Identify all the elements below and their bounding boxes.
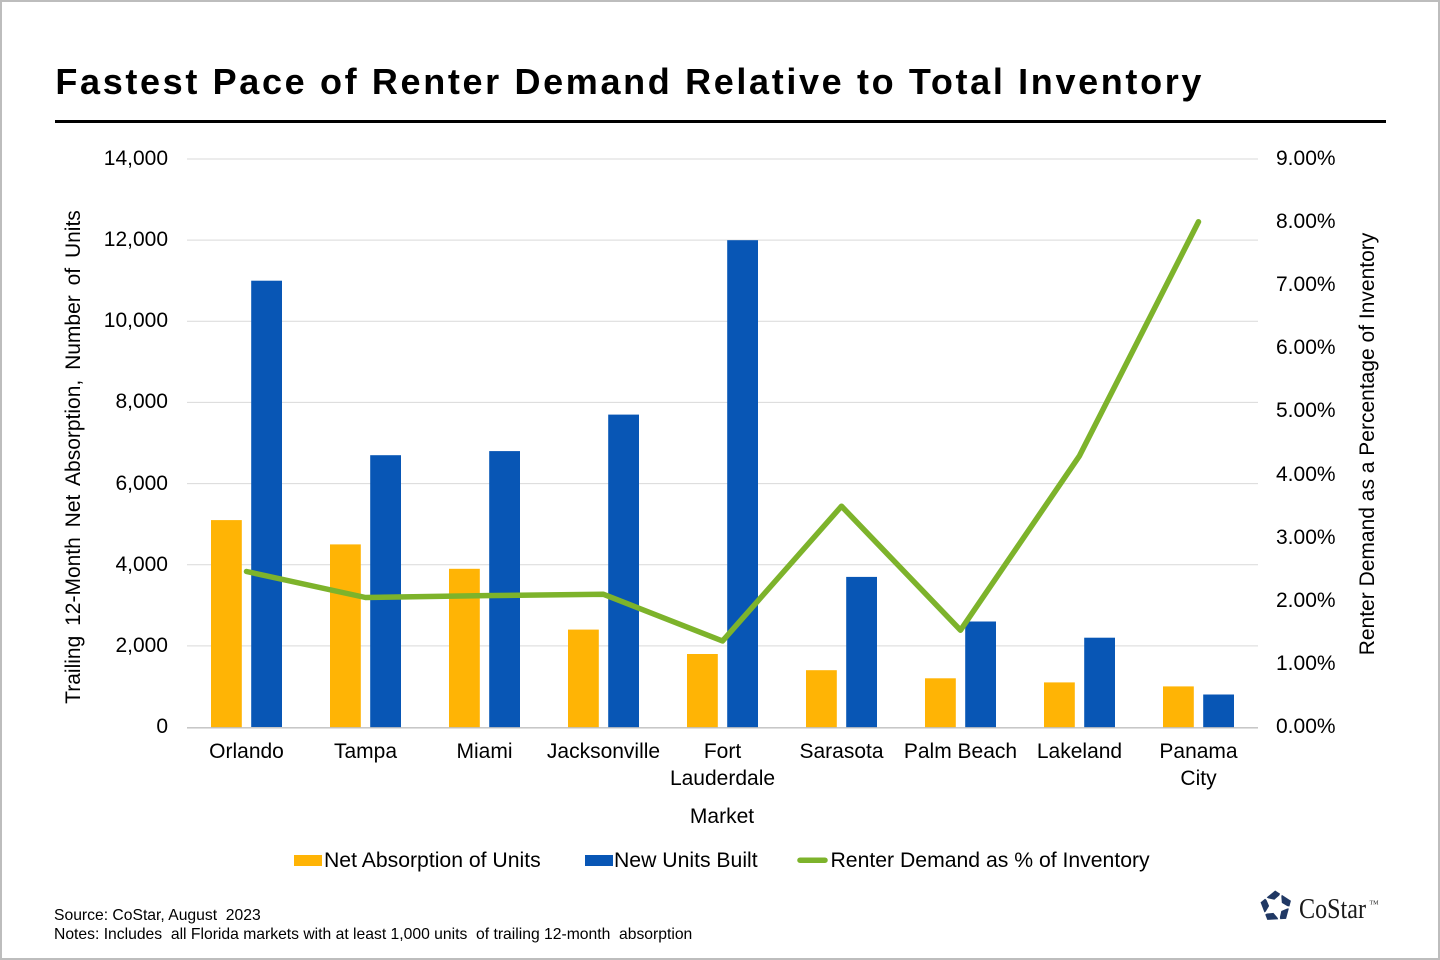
svg-text:CoStar: CoStar (1299, 893, 1366, 925)
svg-text:TM: TM (1370, 901, 1380, 907)
